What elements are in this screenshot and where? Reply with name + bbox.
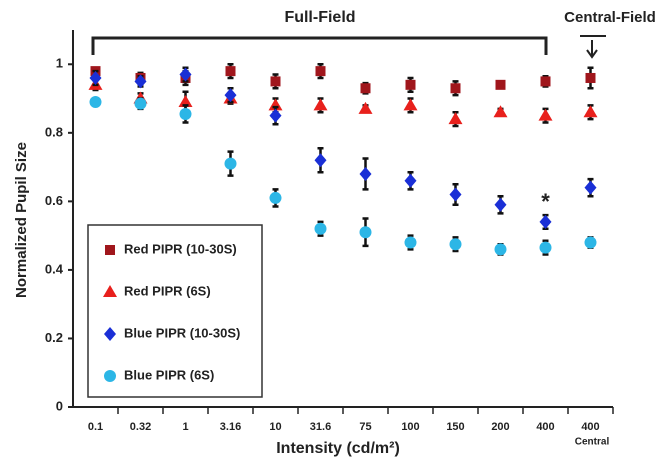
- x-tick-label: 150: [446, 421, 464, 433]
- legend-label: Red PIPR (6S): [124, 283, 211, 298]
- marker-circle: [404, 236, 417, 249]
- marker-circle: [314, 222, 327, 235]
- marker-circle: [584, 236, 597, 249]
- y-tick-label: 0.6: [45, 193, 63, 208]
- y-tick-label: 1: [56, 56, 63, 71]
- legend-label: Red PIPR (10-30S): [124, 241, 237, 256]
- x-tick-label: 0.1: [88, 421, 103, 433]
- marker-circle: [539, 241, 552, 254]
- marker-triangle: [268, 98, 283, 111]
- marker-diamond: [179, 67, 192, 82]
- y-axis-label: Normalized Pupil Size: [13, 142, 30, 298]
- marker-diamond: [134, 74, 147, 89]
- marker-triangle: [103, 285, 117, 297]
- marker-square: [450, 83, 461, 94]
- legend-label: Blue PIPR (6S): [124, 367, 214, 382]
- marker-diamond: [584, 180, 597, 195]
- central-field-arrow: [580, 35, 606, 59]
- central-field-label: Central-Field: [564, 9, 656, 26]
- full-field-label: Full-Field: [284, 9, 355, 26]
- marker-triangle: [493, 105, 508, 118]
- marker-square: [225, 66, 236, 77]
- marker-diamond: [404, 173, 417, 188]
- marker-square: [270, 76, 281, 87]
- marker-square: [405, 79, 416, 90]
- marker-triangle: [403, 98, 418, 111]
- marker-circle: [224, 157, 237, 170]
- x-tick-label: 100: [401, 421, 419, 433]
- marker-circle: [89, 95, 102, 108]
- marker-circle: [494, 243, 507, 256]
- marker-circle: [134, 97, 147, 110]
- marker-square: [360, 83, 371, 94]
- x-tick-label: 0.32: [130, 421, 151, 433]
- marker-triangle: [448, 112, 463, 125]
- marker-square: [105, 245, 115, 255]
- marker-triangle: [583, 105, 598, 118]
- y-tick-label: 0.4: [45, 261, 64, 276]
- marker-square: [315, 66, 326, 77]
- x-axis-label: Intensity (cd/m²): [276, 440, 400, 457]
- marker-diamond: [104, 327, 116, 341]
- x-tick-label: 10: [269, 421, 281, 433]
- marker-square: [540, 76, 551, 87]
- marker-triangle: [178, 94, 193, 107]
- significance-marker: *: [541, 189, 550, 214]
- marker-circle: [269, 191, 282, 204]
- x-tick-label: 3.16: [220, 421, 241, 433]
- x-tick-label: 1: [182, 421, 188, 433]
- marker-diamond: [539, 214, 552, 229]
- marker-diamond: [89, 70, 102, 85]
- marker-diamond: [449, 187, 462, 202]
- marker-diamond: [494, 197, 507, 212]
- y-tick-label: 0: [56, 398, 63, 413]
- y-tick-label: 0.2: [45, 330, 63, 345]
- marker-diamond: [359, 166, 372, 181]
- marker-diamond: [269, 108, 282, 123]
- marker-triangle: [313, 98, 328, 111]
- full-field-bracket: [91, 36, 548, 55]
- marker-diamond: [314, 153, 327, 168]
- x-tick-label: 400: [536, 421, 554, 433]
- legend-label: Blue PIPR (10-30S): [124, 325, 240, 340]
- marker-diamond: [224, 88, 237, 103]
- x-tick-label: 75: [359, 421, 371, 433]
- marker-triangle: [358, 101, 373, 114]
- marker-square: [495, 79, 506, 90]
- marker-square: [585, 72, 596, 83]
- x-tick-label: 200: [491, 421, 509, 433]
- marker-triangle: [538, 108, 553, 121]
- central-sublabel: Central: [575, 437, 610, 448]
- marker-circle: [104, 370, 116, 382]
- x-tick-label: 400: [581, 421, 599, 433]
- marker-circle: [359, 226, 372, 239]
- marker-circle: [179, 107, 192, 120]
- y-tick-label: 0.8: [45, 124, 63, 139]
- x-tick-label: 31.6: [310, 421, 331, 433]
- marker-circle: [449, 238, 462, 251]
- legend-box: [87, 224, 263, 398]
